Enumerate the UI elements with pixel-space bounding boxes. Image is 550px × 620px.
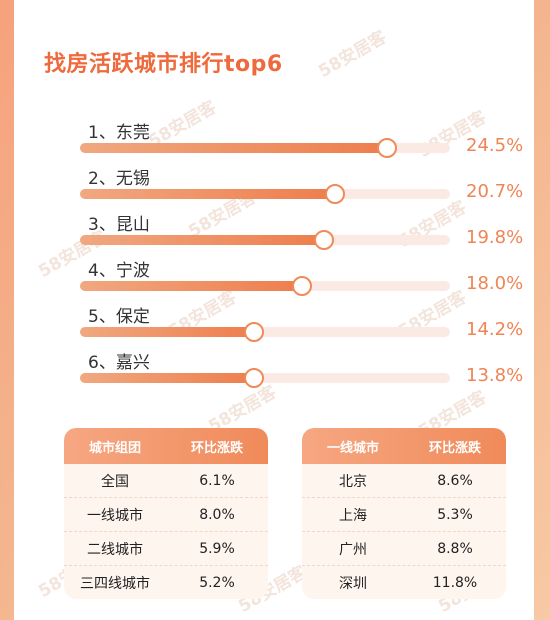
table-cell: 上海 [339, 507, 367, 524]
table-header: 一线城市 环比涨跌 [302, 428, 506, 464]
table-cell: 二线城市 [87, 541, 143, 558]
bar-track [80, 322, 450, 342]
bar-knob [244, 368, 264, 388]
table-cell: 5.3% [437, 506, 473, 523]
table-cell: 5.2% [199, 574, 235, 591]
value-label: 24.5% [466, 135, 524, 156]
table-header: 城市组团 环比涨跌 [64, 428, 268, 464]
table-header-cell: 城市组团 [88, 440, 141, 456]
bar-fill [80, 235, 324, 245]
table-header-cell: 一线城市 [326, 440, 379, 456]
value-label: 18.0% [466, 273, 524, 294]
bar-fill [80, 143, 387, 153]
table-cell: 北京 [339, 473, 367, 490]
bar-track [80, 138, 450, 158]
table-cell: 11.8% [432, 574, 478, 591]
table-cell: 8.8% [437, 540, 473, 557]
rank-label: 4、宁波 [88, 261, 150, 281]
bar-fill [80, 189, 335, 199]
table-cell: 5.9% [199, 540, 235, 557]
bar-knob [292, 276, 312, 296]
bar-fill [80, 373, 254, 383]
bar-track [80, 368, 450, 388]
table-row: 一线城市 8.0% [64, 498, 268, 532]
table-cell: 三四线城市 [80, 575, 150, 592]
bar-knob [314, 230, 334, 250]
table-row: 广州 8.8% [302, 532, 506, 566]
table-row: 三四线城市 5.2% [64, 566, 268, 599]
rank-label: 6、嘉兴 [88, 353, 150, 373]
bar-track [80, 276, 450, 296]
table-header-cell: 环比涨跌 [190, 440, 243, 456]
value-label: 19.8% [466, 227, 524, 248]
rank-label: 3、昆山 [88, 215, 150, 235]
city-group-table: 城市组团 环比涨跌全国 6.1% 一线城市 8.0% 二线城市 5.9% 三四线城市 5.2% [64, 428, 268, 599]
value-label: 13.8% [466, 365, 524, 386]
table-row: 北京 8.6% [302, 464, 506, 498]
tier1-city-table: 一线城市 环比涨跌北京 8.6% 上海 5.3% 广州 8.8% 深圳 11.8% [302, 428, 506, 599]
chart-title: 找房活跃城市排行top6 [44, 52, 283, 77]
table-cell: 6.1% [199, 472, 235, 489]
table-cell: 一线城市 [87, 507, 143, 524]
table-row: 上海 5.3% [302, 498, 506, 532]
table-cell: 8.0% [199, 506, 235, 523]
bar-knob [377, 138, 397, 158]
table-cell: 广州 [339, 541, 367, 558]
bar-track [80, 230, 450, 250]
rank-label: 1、东莞 [88, 123, 150, 143]
table-cell: 全国 [101, 473, 129, 490]
value-label: 14.2% [466, 319, 524, 340]
rank-label: 2、无锡 [88, 169, 150, 189]
table-row: 全国 6.1% [64, 464, 268, 498]
bar-knob [325, 184, 345, 204]
bar-knob [244, 322, 264, 342]
table-cell: 深圳 [339, 575, 367, 592]
report-card: 58安居客 58安居客 58安居客 58安居客 58安居客 58安居客 58安居客 58安居客… [14, 0, 534, 620]
value-label: 20.7% [466, 181, 524, 202]
table-cell: 8.6% [437, 472, 473, 489]
table-row: 二线城市 5.9% [64, 532, 268, 566]
rank-label: 5、保定 [88, 307, 150, 327]
bar-fill [80, 327, 254, 337]
bar-track [80, 184, 450, 204]
table-header-cell: 环比涨跌 [428, 440, 481, 456]
table-row: 深圳 11.8% [302, 566, 506, 599]
watermark-text: 58安居客 [315, 27, 390, 82]
bar-fill [80, 281, 302, 291]
